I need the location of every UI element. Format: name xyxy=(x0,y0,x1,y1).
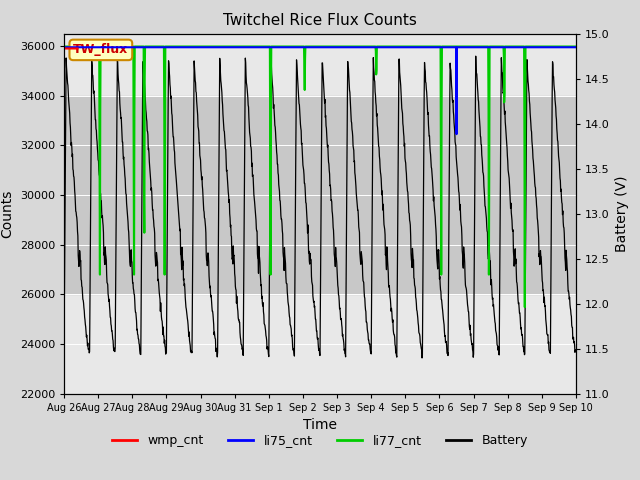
Legend: wmp_cnt, li75_cnt, li77_cnt, Battery: wmp_cnt, li75_cnt, li77_cnt, Battery xyxy=(107,429,533,452)
Text: TW_flux: TW_flux xyxy=(73,43,129,56)
Y-axis label: Counts: Counts xyxy=(0,190,14,238)
X-axis label: Time: Time xyxy=(303,418,337,432)
Bar xyxy=(64,96,576,294)
Title: Twitchel Rice Flux Counts: Twitchel Rice Flux Counts xyxy=(223,13,417,28)
Y-axis label: Battery (V): Battery (V) xyxy=(615,175,629,252)
